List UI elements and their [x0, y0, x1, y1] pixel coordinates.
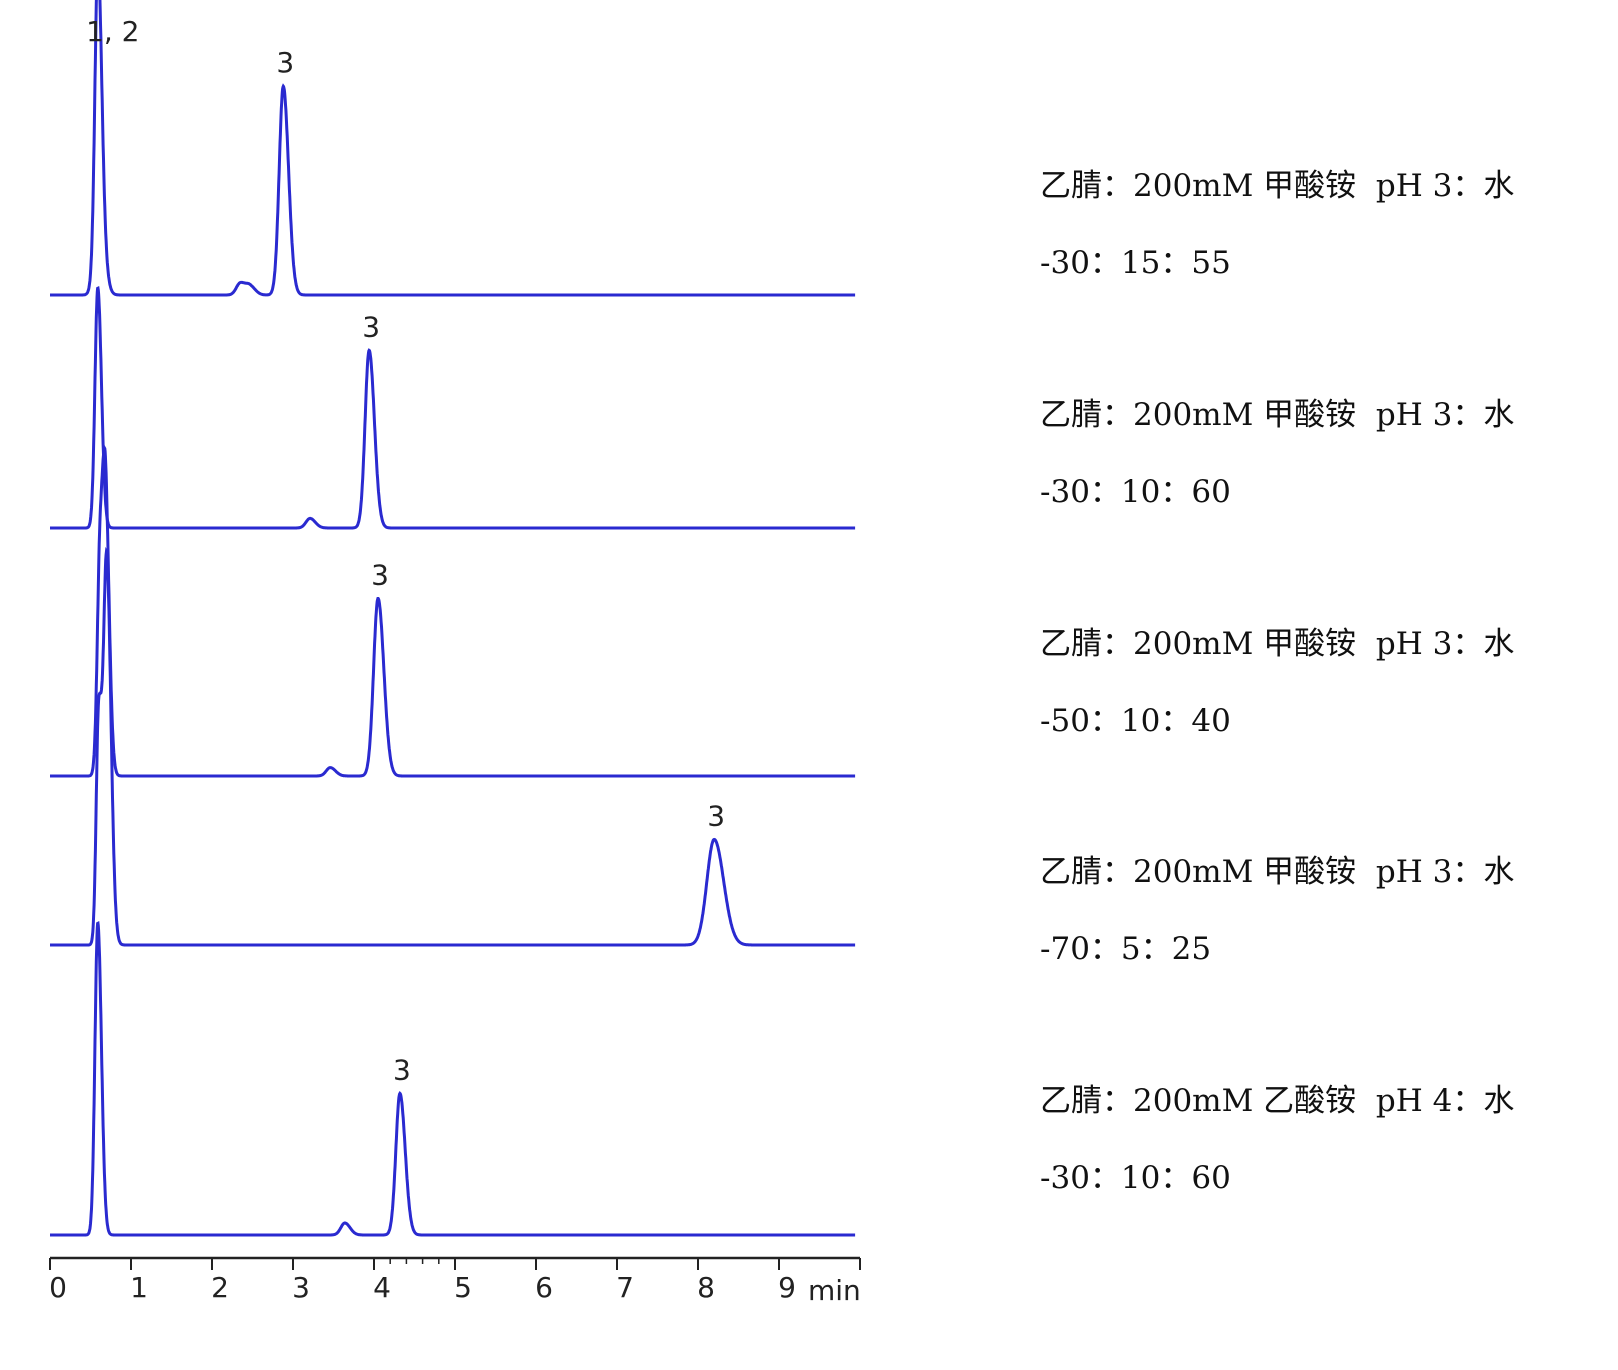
condition-ratio-1: -30：15：55 — [1040, 245, 1231, 281]
peak-label: 3 — [707, 799, 725, 832]
peak-label: 3 — [371, 558, 389, 591]
condition-ratio-2: -30：10：60 — [1040, 474, 1231, 510]
x-tick-label: 0 — [49, 1271, 67, 1304]
x-axis: 0 1 2 3 4 5 6 7 8 9 — [49, 1256, 861, 1304]
x-tick-label: 7 — [616, 1271, 634, 1304]
x-tick-label: 6 — [535, 1271, 553, 1304]
x-tick-label: 5 — [454, 1271, 472, 1304]
condition-mobile-phase-4: 乙腈：200mM 甲酸铵 pH 3：水 — [1040, 854, 1515, 890]
chromatogram-trace-3 — [50, 444, 856, 778]
condition-mobile-phase-3: 乙腈：200mM 甲酸铵 pH 3：水 — [1040, 626, 1515, 662]
condition-ratio-5: -30：10：60 — [1040, 1160, 1231, 1196]
peak-label: 3 — [276, 46, 294, 79]
condition-mobile-phase-2: 乙腈：200mM 甲酸铵 pH 3：水 — [1040, 397, 1515, 433]
condition-ratio-4: -70：5：25 — [1040, 931, 1212, 967]
chromatogram-trace-4 — [50, 546, 856, 947]
x-tick-label: 1 — [130, 1271, 148, 1304]
x-tick-label: 4 — [373, 1271, 391, 1304]
x-tick-label: 3 — [292, 1271, 310, 1304]
x-tick-label: 8 — [697, 1271, 715, 1304]
condition-ratio-3: -50：10：40 — [1040, 703, 1231, 739]
peak-label: 1, 2 — [86, 15, 139, 48]
chromatogram-trace-1 — [50, 0, 856, 297]
peak-label: 3 — [362, 310, 380, 343]
x-axis-unit-label: min — [808, 1274, 861, 1307]
condition-mobile-phase-5: 乙腈：200mM 乙酸铵 pH 4：水 — [1040, 1083, 1515, 1119]
chromatogram-trace-2 — [50, 285, 856, 530]
condition-mobile-phase-1: 乙腈：200mM 甲酸铵 pH 3：水 — [1040, 168, 1515, 204]
x-tick-label: 2 — [211, 1271, 229, 1304]
x-tick-label: 9 — [778, 1271, 796, 1304]
chromatogram-trace-5 — [50, 921, 856, 1237]
peak-label: 3 — [393, 1053, 411, 1086]
